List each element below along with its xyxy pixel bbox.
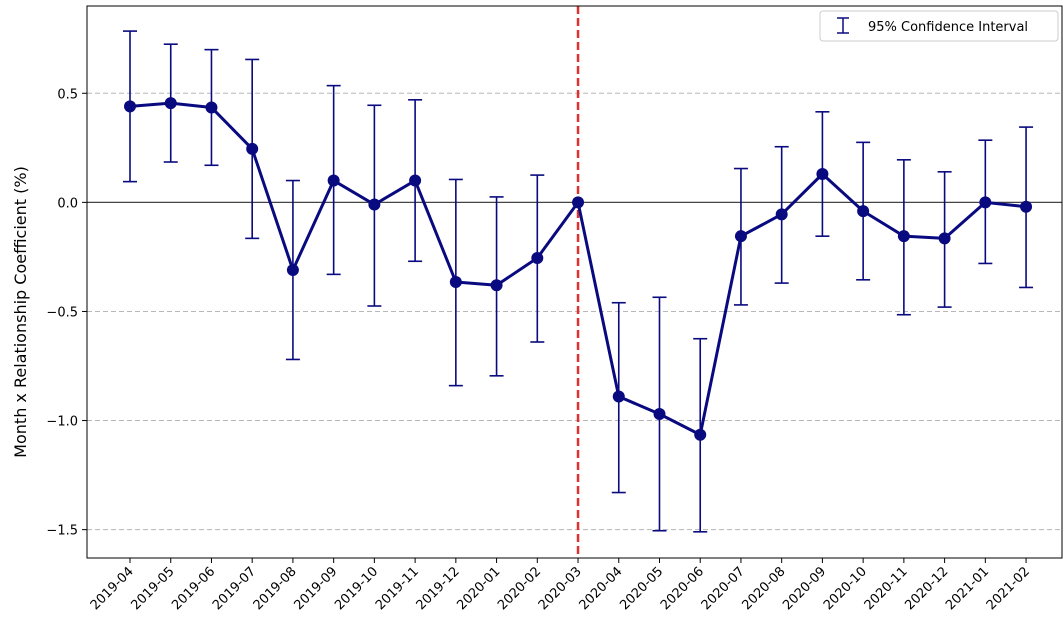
y-axis-label: Month x Relationship Coefficient (%) — [11, 166, 30, 458]
x-tick-label: 2020-04 — [577, 564, 626, 613]
data-point — [653, 408, 666, 420]
legend-entry-label: 95% Confidence Interval — [868, 20, 1028, 35]
x-tick-label: 2021-02 — [984, 564, 1033, 613]
data-point — [327, 174, 340, 187]
y-axis: −1.5 −1.0 −0.5 0.0 0.5 — [46, 87, 87, 539]
x-tick-label: 2019-04 — [88, 564, 137, 613]
data-point — [164, 97, 177, 110]
legend-errorbar-icon — [837, 17, 849, 34]
x-tick-label: 2020-05 — [617, 564, 666, 613]
x-tick-label: 2019-09 — [291, 564, 340, 613]
plot-frame — [86, 5, 1063, 559]
data-point — [531, 252, 544, 264]
data-point — [775, 208, 788, 221]
data-point — [205, 101, 218, 114]
x-tick-label: 2020-11 — [862, 564, 911, 613]
data-point — [124, 100, 136, 113]
legend: 95% Confidence Interval — [819, 10, 1059, 42]
data-point — [409, 174, 422, 187]
data-point — [979, 196, 992, 209]
y-tick-label: 0.0 — [57, 196, 78, 211]
data-point — [449, 276, 462, 288]
data-point — [857, 205, 870, 218]
data-point — [897, 230, 910, 243]
x-tick-label: 2021-01 — [943, 564, 992, 613]
x-tick-label: 2020-08 — [739, 564, 788, 613]
data-point — [368, 198, 381, 211]
grid-layer — [87, 92, 1062, 531]
y-tick-label: −1.0 — [46, 415, 78, 430]
x-tick-label: 2019-06 — [169, 564, 218, 613]
x-tick-label: 2019-12 — [414, 564, 463, 613]
data-point — [572, 196, 585, 209]
x-tick-label: 2020-02 — [495, 564, 544, 613]
x-tick-label: 2020-06 — [658, 564, 707, 613]
data-point — [816, 168, 829, 180]
x-tick-label: 2019-11 — [373, 564, 422, 613]
series-points-layer — [124, 97, 1033, 441]
data-point — [694, 428, 707, 441]
data-point — [246, 142, 259, 155]
x-tick-label: 2020-12 — [902, 564, 951, 613]
data-point — [1020, 200, 1033, 213]
x-tick-label: 2020-10 — [821, 564, 870, 613]
x-tick-label: 2020-07 — [699, 564, 748, 613]
data-point — [490, 279, 503, 292]
x-tick-label: 2019-08 — [251, 564, 300, 613]
data-point — [286, 264, 299, 276]
x-tick-label: 2020-09 — [780, 564, 829, 613]
data-point — [734, 230, 747, 243]
x-tick-label: 2020-01 — [454, 564, 503, 613]
legend-box — [819, 10, 1059, 42]
x-tick-label: 2019-05 — [129, 564, 178, 613]
x-tick-label: 2020-03 — [536, 564, 585, 613]
y-tick-label: −1.5 — [46, 524, 78, 539]
y-tick-label: 0.5 — [57, 87, 78, 102]
x-tick-label: 2019-07 — [210, 564, 259, 613]
x-axis: 2019-042019-052019-062019-072019-082019-… — [88, 558, 1033, 613]
data-point — [612, 390, 625, 403]
data-point — [938, 232, 951, 245]
y-tick-label: −0.5 — [46, 305, 78, 320]
x-tick-label: 2019-10 — [332, 564, 381, 613]
